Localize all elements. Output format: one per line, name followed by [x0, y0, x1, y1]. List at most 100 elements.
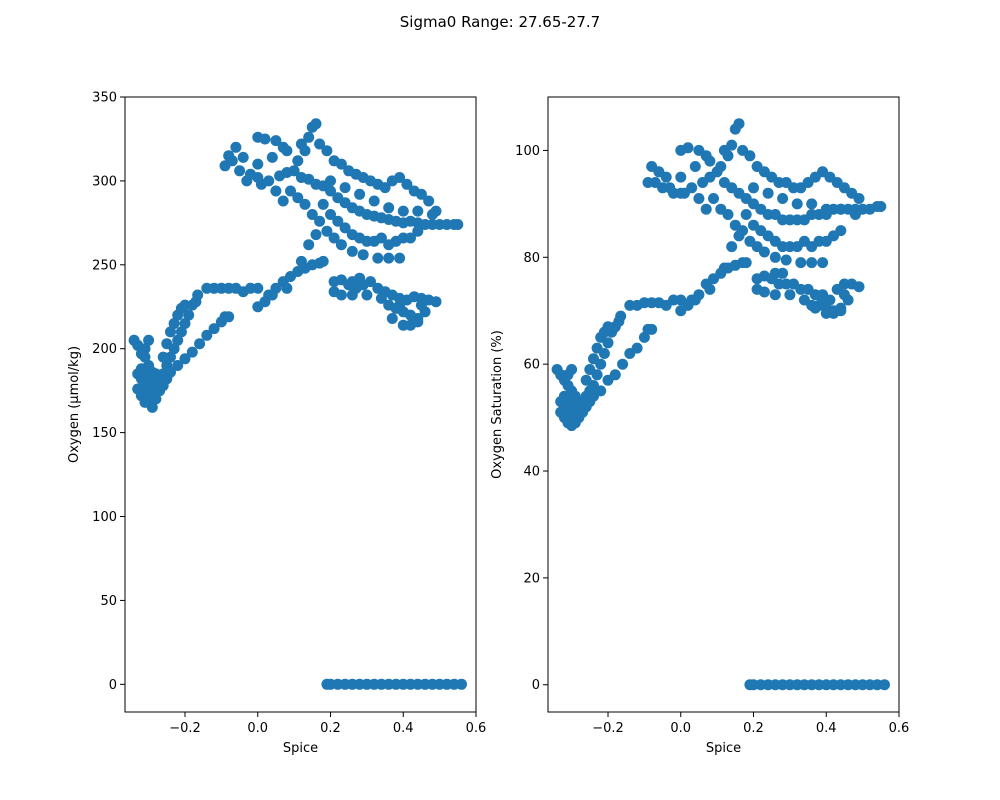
data-point: [740, 257, 752, 269]
x-axis-ticks: −0.2 0.0 0.2 0.4 0.6: [592, 712, 909, 736]
data-point: [456, 678, 467, 690]
oxygen-saturation-scatter-panel: −0.2 0.0 0.2 0.4 0.6 0 20 40 60 80 100 Spice Oxyg…: [490, 96, 909, 756]
data-point: [401, 178, 413, 190]
y-axis-ticks: 0 20 40 60 80 100: [515, 144, 548, 693]
data-point: [179, 299, 191, 311]
data-point: [365, 276, 376, 288]
data-point: [835, 305, 847, 317]
data-point: [241, 175, 253, 187]
data-point: [354, 272, 366, 284]
data-point: [339, 182, 351, 194]
data-point: [172, 334, 184, 346]
data-point: [722, 209, 734, 220]
data-point: [853, 193, 865, 204]
data-point: [372, 252, 384, 264]
x-tick-label: 0.0: [670, 721, 691, 736]
data-point: [186, 346, 198, 358]
data-point: [299, 198, 311, 210]
data-point: [689, 161, 701, 172]
y-axis-label: Oxygen (µmol/kg): [67, 346, 82, 463]
data-point: [299, 145, 311, 157]
data-point: [762, 187, 774, 199]
data-point: [617, 358, 629, 370]
data-point: [726, 241, 738, 253]
data-point: [143, 334, 155, 346]
data-point: [208, 323, 220, 335]
y-tick-label: 0: [532, 678, 540, 693]
data-point: [375, 292, 387, 304]
data-point: [368, 195, 380, 207]
x-tick-label: −0.2: [592, 721, 624, 736]
data-point: [784, 289, 796, 301]
data-point: [584, 364, 596, 375]
data-point: [339, 222, 351, 234]
data-point: [252, 158, 264, 170]
data-point: [726, 139, 738, 151]
data-point: [806, 198, 818, 210]
y-tick-label: 60: [523, 358, 540, 373]
data-point: [394, 252, 406, 264]
data-point: [682, 142, 694, 154]
x-tick-label: 0.4: [816, 721, 837, 736]
data-point: [270, 185, 282, 197]
data-point: [165, 326, 176, 338]
data-point: [675, 171, 687, 183]
y-tick-label: 200: [92, 342, 117, 357]
data-point: [631, 342, 643, 354]
data-point: [317, 198, 329, 210]
data-point: [234, 165, 246, 177]
data-point: [758, 286, 770, 298]
data-point: [314, 215, 326, 227]
data-point: [405, 232, 416, 244]
data-point: [609, 369, 621, 381]
y-tick-label: 150: [92, 426, 117, 441]
x-tick-label: 0.2: [320, 721, 341, 736]
data-point: [379, 182, 391, 194]
data-point: [718, 262, 730, 274]
x-tick-label: 0.6: [466, 721, 487, 736]
data-point: [426, 209, 438, 220]
data-point: [172, 360, 184, 371]
oxygen-scatter-panel: −0.2 0.0 0.2 0.4 0.6 0 50 100 150 200 250 300 350 S…: [67, 91, 486, 757]
data-point: [346, 245, 358, 257]
data-point: [397, 205, 409, 217]
data-point: [602, 321, 614, 333]
oxygen-points: [128, 118, 467, 690]
data-point: [733, 118, 745, 130]
data-point: [430, 296, 442, 308]
data-point: [303, 239, 315, 251]
plot-frame: [547, 96, 900, 713]
data-point: [292, 192, 304, 204]
data-point: [744, 150, 756, 162]
data-point: [361, 289, 373, 301]
data-point: [394, 172, 406, 183]
data-point: [165, 366, 176, 378]
data-point: [394, 299, 406, 311]
data-point: [780, 254, 792, 266]
data-point: [146, 373, 158, 385]
data-point: [820, 203, 832, 215]
y-tick-label: 80: [523, 251, 540, 266]
data-point: [321, 225, 333, 237]
data-point: [266, 289, 278, 301]
data-point: [678, 187, 690, 199]
data-point: [769, 289, 781, 301]
y-axis-ticks: 0 50 100 150 200 250 300 350: [92, 91, 125, 693]
data-point: [270, 135, 282, 147]
data-point: [310, 118, 322, 130]
data-point: [853, 281, 865, 293]
data-point: [332, 215, 344, 227]
data-point: [306, 209, 318, 220]
data-point: [321, 145, 333, 157]
data-point: [693, 193, 705, 204]
data-point: [295, 255, 307, 267]
data-point: [838, 289, 850, 301]
data-point: [179, 353, 191, 365]
data-point: [277, 141, 289, 153]
data-point: [383, 202, 395, 214]
data-point: [354, 188, 366, 200]
data-point: [415, 188, 427, 200]
data-point: [748, 182, 759, 194]
data-point: [335, 158, 347, 170]
data-point: [740, 209, 752, 220]
